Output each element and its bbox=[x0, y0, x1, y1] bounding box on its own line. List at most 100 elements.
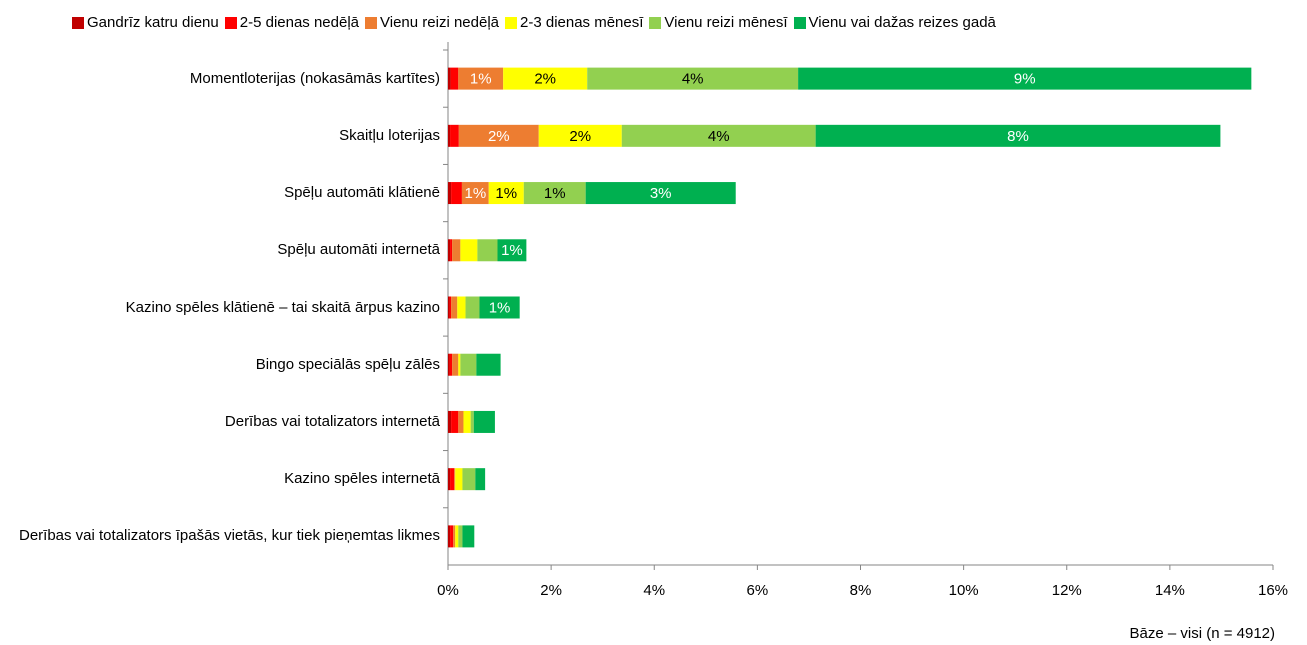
value-label: 9% bbox=[1014, 71, 1036, 88]
legend-swatch bbox=[649, 16, 662, 29]
value-label: 4% bbox=[708, 128, 730, 145]
bar-segment bbox=[458, 410, 464, 433]
bar-segment bbox=[458, 525, 463, 548]
value-label: 1% bbox=[464, 185, 486, 202]
category-label: Kazino spēles klātienē – tai skaitā ārpu… bbox=[125, 298, 440, 316]
legend-label: Vienu vai dažas reizes gadā bbox=[808, 14, 996, 31]
legend-item: 2-3 dienas mēnesī bbox=[505, 14, 643, 31]
bar-segment bbox=[503, 67, 588, 90]
legend-item: Vienu reizi mēnesī bbox=[649, 14, 788, 31]
bar-segment bbox=[451, 182, 462, 205]
bar-segment bbox=[587, 67, 799, 90]
bar-segment bbox=[538, 124, 622, 147]
bar-segment bbox=[453, 525, 456, 548]
bar-segment bbox=[479, 296, 520, 319]
bar-segment bbox=[621, 124, 816, 147]
bar-segment bbox=[450, 239, 453, 262]
bar-segment bbox=[488, 182, 524, 205]
bar-segment bbox=[450, 67, 459, 90]
bar-segment bbox=[448, 468, 451, 491]
bar-segment bbox=[475, 468, 486, 491]
legend-swatch bbox=[224, 16, 237, 29]
legend-item: 2-5 dienas nedēļā bbox=[224, 14, 360, 31]
x-tick-label: 8% bbox=[850, 582, 872, 599]
value-label: 4% bbox=[682, 71, 704, 88]
bar-segment bbox=[448, 525, 451, 548]
bar-segment bbox=[452, 239, 461, 262]
legend-swatch bbox=[365, 16, 378, 29]
bar-segment bbox=[448, 67, 451, 90]
legend-label: Vienu reizi mēnesī bbox=[664, 14, 788, 31]
value-label: 2% bbox=[488, 128, 510, 145]
value-label: 2% bbox=[569, 128, 591, 145]
legend-item: Vienu vai dažas reizes gadā bbox=[793, 14, 996, 31]
category-label: Kazino spēles internetā bbox=[284, 470, 440, 488]
bar-segment bbox=[458, 67, 504, 90]
category-label: Derības vai totalizators internetā bbox=[224, 412, 440, 430]
legend-swatch bbox=[505, 16, 517, 29]
bar-segment bbox=[452, 353, 459, 376]
bar-segment bbox=[451, 296, 458, 319]
x-tick-label: 0% bbox=[437, 582, 459, 599]
bar-segment bbox=[462, 525, 475, 548]
note: Bāze – visi (n = 4912) bbox=[1129, 625, 1276, 642]
category-label: Momentloterijas (nokasāmās kartītes) bbox=[189, 69, 440, 87]
bar-segment bbox=[476, 353, 501, 376]
category-label: Bingo speciālās spēļu zālēs bbox=[255, 355, 440, 373]
category-label: Skaitļu loterijas bbox=[339, 126, 440, 144]
legend-label: 2-3 dienas mēnesī bbox=[520, 14, 644, 31]
bar-segment bbox=[473, 410, 495, 433]
legend-item: Gandrīz katru dienu bbox=[72, 14, 219, 31]
bar-segment bbox=[454, 468, 456, 491]
bar-segment bbox=[449, 353, 453, 376]
bar-segment bbox=[460, 239, 478, 262]
bar-segment bbox=[450, 525, 454, 548]
bar-segment bbox=[465, 296, 480, 319]
bar-segment bbox=[460, 353, 477, 376]
x-tick-label: 14% bbox=[1155, 582, 1185, 599]
bar-segment bbox=[462, 468, 476, 491]
x-tick-label: 16% bbox=[1258, 582, 1288, 599]
bar-segment bbox=[450, 468, 455, 491]
legend-swatch bbox=[793, 16, 806, 29]
bar-segment bbox=[450, 124, 459, 147]
value-label: 1% bbox=[470, 71, 492, 88]
x-tick-label: 10% bbox=[949, 582, 979, 599]
value-label: 8% bbox=[1007, 128, 1029, 145]
bar-segment bbox=[523, 182, 586, 205]
bar-segment bbox=[448, 124, 451, 147]
bar-segment bbox=[448, 410, 452, 433]
value-label: 2% bbox=[534, 71, 556, 88]
bar-segment bbox=[448, 182, 452, 205]
bar-segment bbox=[477, 239, 498, 262]
legend-swatch bbox=[72, 16, 84, 29]
category-label: Derības vai totalizators īpašās vietās, … bbox=[18, 527, 440, 545]
bar-segment bbox=[458, 124, 539, 147]
bar-segment bbox=[451, 410, 459, 433]
legend: Gandrīz katru dienu 2-5 dienas nedēļā Vien… bbox=[72, 14, 1002, 31]
bar-segment bbox=[461, 182, 489, 205]
legend-label: Gandrīz katru dienu bbox=[87, 14, 219, 31]
bar-segment bbox=[798, 67, 1252, 90]
value-label: 1% bbox=[544, 185, 566, 202]
bar-segment bbox=[448, 353, 450, 376]
bar-segment bbox=[815, 124, 1221, 147]
bar-segment bbox=[470, 410, 474, 433]
legend-item: Vienu reizi nedēļā bbox=[365, 14, 499, 31]
value-label: 3% bbox=[650, 185, 672, 202]
bar-segment bbox=[455, 525, 459, 548]
x-tick-label: 4% bbox=[643, 582, 665, 599]
bar-segment bbox=[497, 239, 527, 262]
x-tick-label: 12% bbox=[1052, 582, 1082, 599]
category-label: Spēļu automāti klātienē bbox=[284, 184, 440, 202]
x-tick-label: 2% bbox=[540, 582, 562, 599]
bar-segment bbox=[448, 239, 451, 262]
legend-label: 2-5 dienas nedēļā bbox=[239, 14, 360, 31]
value-label: 1% bbox=[501, 242, 523, 259]
bar-segment bbox=[457, 296, 466, 319]
value-label: 1% bbox=[489, 299, 511, 316]
bar-segment bbox=[585, 182, 736, 205]
category-label: Spēļu automāti internetā bbox=[277, 241, 440, 259]
